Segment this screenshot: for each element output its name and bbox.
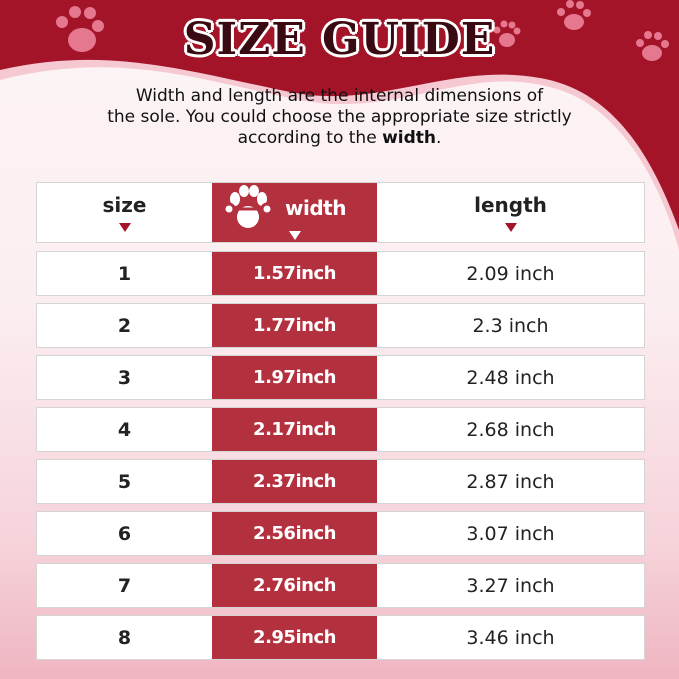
description-emphasis: width (382, 128, 436, 148)
table-header: size width length (36, 182, 645, 243)
description-text: according to the (237, 128, 383, 148)
length-cell: 3.46 inch (466, 626, 555, 649)
table-row: 5 2.37inch 2.87 inch (36, 459, 645, 504)
width-cell: 2.95inch (212, 616, 377, 659)
table-row: 7 2.76inch 3.27 inch (36, 563, 645, 608)
table-row: 2 1.77inch 2.3 inch (36, 303, 645, 348)
header-label: length (474, 193, 547, 217)
size-cell: 7 (117, 574, 132, 597)
size-cell: 6 (117, 522, 132, 545)
length-cell: 2.3 inch (472, 314, 549, 337)
paw-measure-icon (223, 185, 274, 228)
table-row: 1 1.57inch 2.09 inch (36, 251, 645, 296)
description-line: Width and length are the internal dimens… (135, 86, 544, 106)
size-cell: 8 (117, 626, 132, 649)
size-cell: 1 (117, 262, 132, 285)
header-label: width (285, 196, 346, 220)
header-label: size (102, 193, 147, 217)
width-cell: 1.97inch (212, 356, 377, 399)
triangle-down-icon (288, 231, 301, 240)
size-cell: 5 (117, 470, 132, 493)
description-line: according to the width. (90, 128, 589, 149)
length-cell: 2.48 inch (466, 366, 555, 389)
header-size: size (37, 183, 212, 242)
header-length: length (377, 183, 644, 242)
header-width: width (212, 183, 377, 242)
page-title: SIZE GUIDE (183, 14, 496, 65)
width-cell: 2.37inch (212, 460, 377, 503)
length-cell: 3.07 inch (466, 522, 555, 545)
description: Width and length are the internal dimens… (90, 86, 589, 149)
length-cell: 3.27 inch (466, 574, 555, 597)
size-cell: 4 (117, 418, 132, 441)
description-text: . (436, 128, 442, 148)
table-row: 6 2.56inch 3.07 inch (36, 511, 645, 556)
width-cell: 1.57inch (212, 252, 377, 295)
size-cell: 3 (117, 366, 132, 389)
width-cell: 2.76inch (212, 564, 377, 607)
width-cell: 2.17inch (212, 408, 377, 451)
triangle-down-icon (504, 223, 517, 232)
length-cell: 2.09 inch (466, 262, 555, 285)
description-line: the sole. You could choose the appropria… (107, 107, 572, 127)
size-cell: 2 (117, 314, 132, 337)
width-cell: 2.56inch (212, 512, 377, 555)
table-row: 8 2.95inch 3.46 inch (36, 615, 645, 660)
paw-print-icon (56, 0, 669, 61)
length-cell: 2.68 inch (466, 418, 555, 441)
length-cell: 2.87 inch (466, 470, 555, 493)
width-cell: 1.77inch (212, 304, 377, 347)
table-row: 4 2.17inch 2.68 inch (36, 407, 645, 452)
table-row: 3 1.97inch 2.48 inch (36, 355, 645, 400)
triangle-down-icon (118, 223, 131, 232)
